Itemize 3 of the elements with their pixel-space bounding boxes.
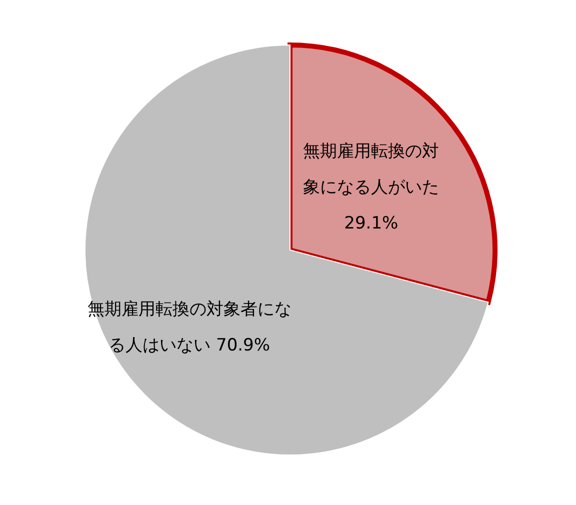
slice-label: 無期雇用転換の対象になる人がいた bbox=[303, 141, 440, 198]
data-label: 29.1% bbox=[344, 213, 398, 234]
slice-label: 無期雇用転換の対象者になる人はいない 70.9% bbox=[87, 300, 292, 356]
